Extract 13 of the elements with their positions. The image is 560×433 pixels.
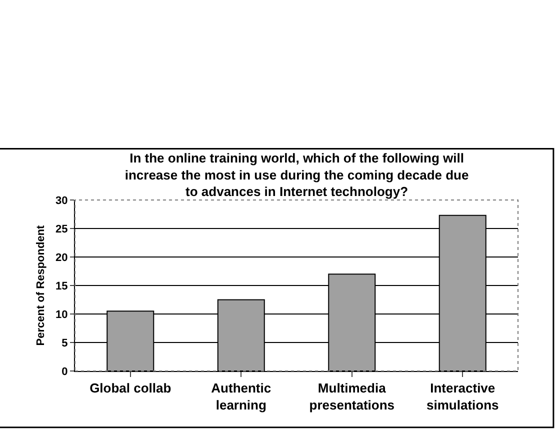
y-tick-label: 10 (56, 308, 68, 321)
y-tick-label: 25 (56, 223, 68, 236)
y-tick-label: 0 (62, 366, 68, 378)
y-tick-label: 5 (62, 337, 68, 350)
y-tick-label: 30 (56, 194, 68, 207)
chart-title: In the online training world, which of the following will increase the most in use during the coming decade due to advances in Internet technology? (124, 150, 469, 200)
x-tick-label: Global collab (90, 380, 172, 396)
x-tick-label: Interactive simulations (426, 380, 499, 412)
y-tick-label: 20 (56, 252, 68, 264)
y-axis-title: Percent of Respondent (35, 224, 48, 346)
y-tick-label: 15 (56, 280, 68, 292)
x-tick-label: Multimedia presentations (309, 380, 395, 412)
x-tick-label: Authentic learning (211, 380, 272, 412)
